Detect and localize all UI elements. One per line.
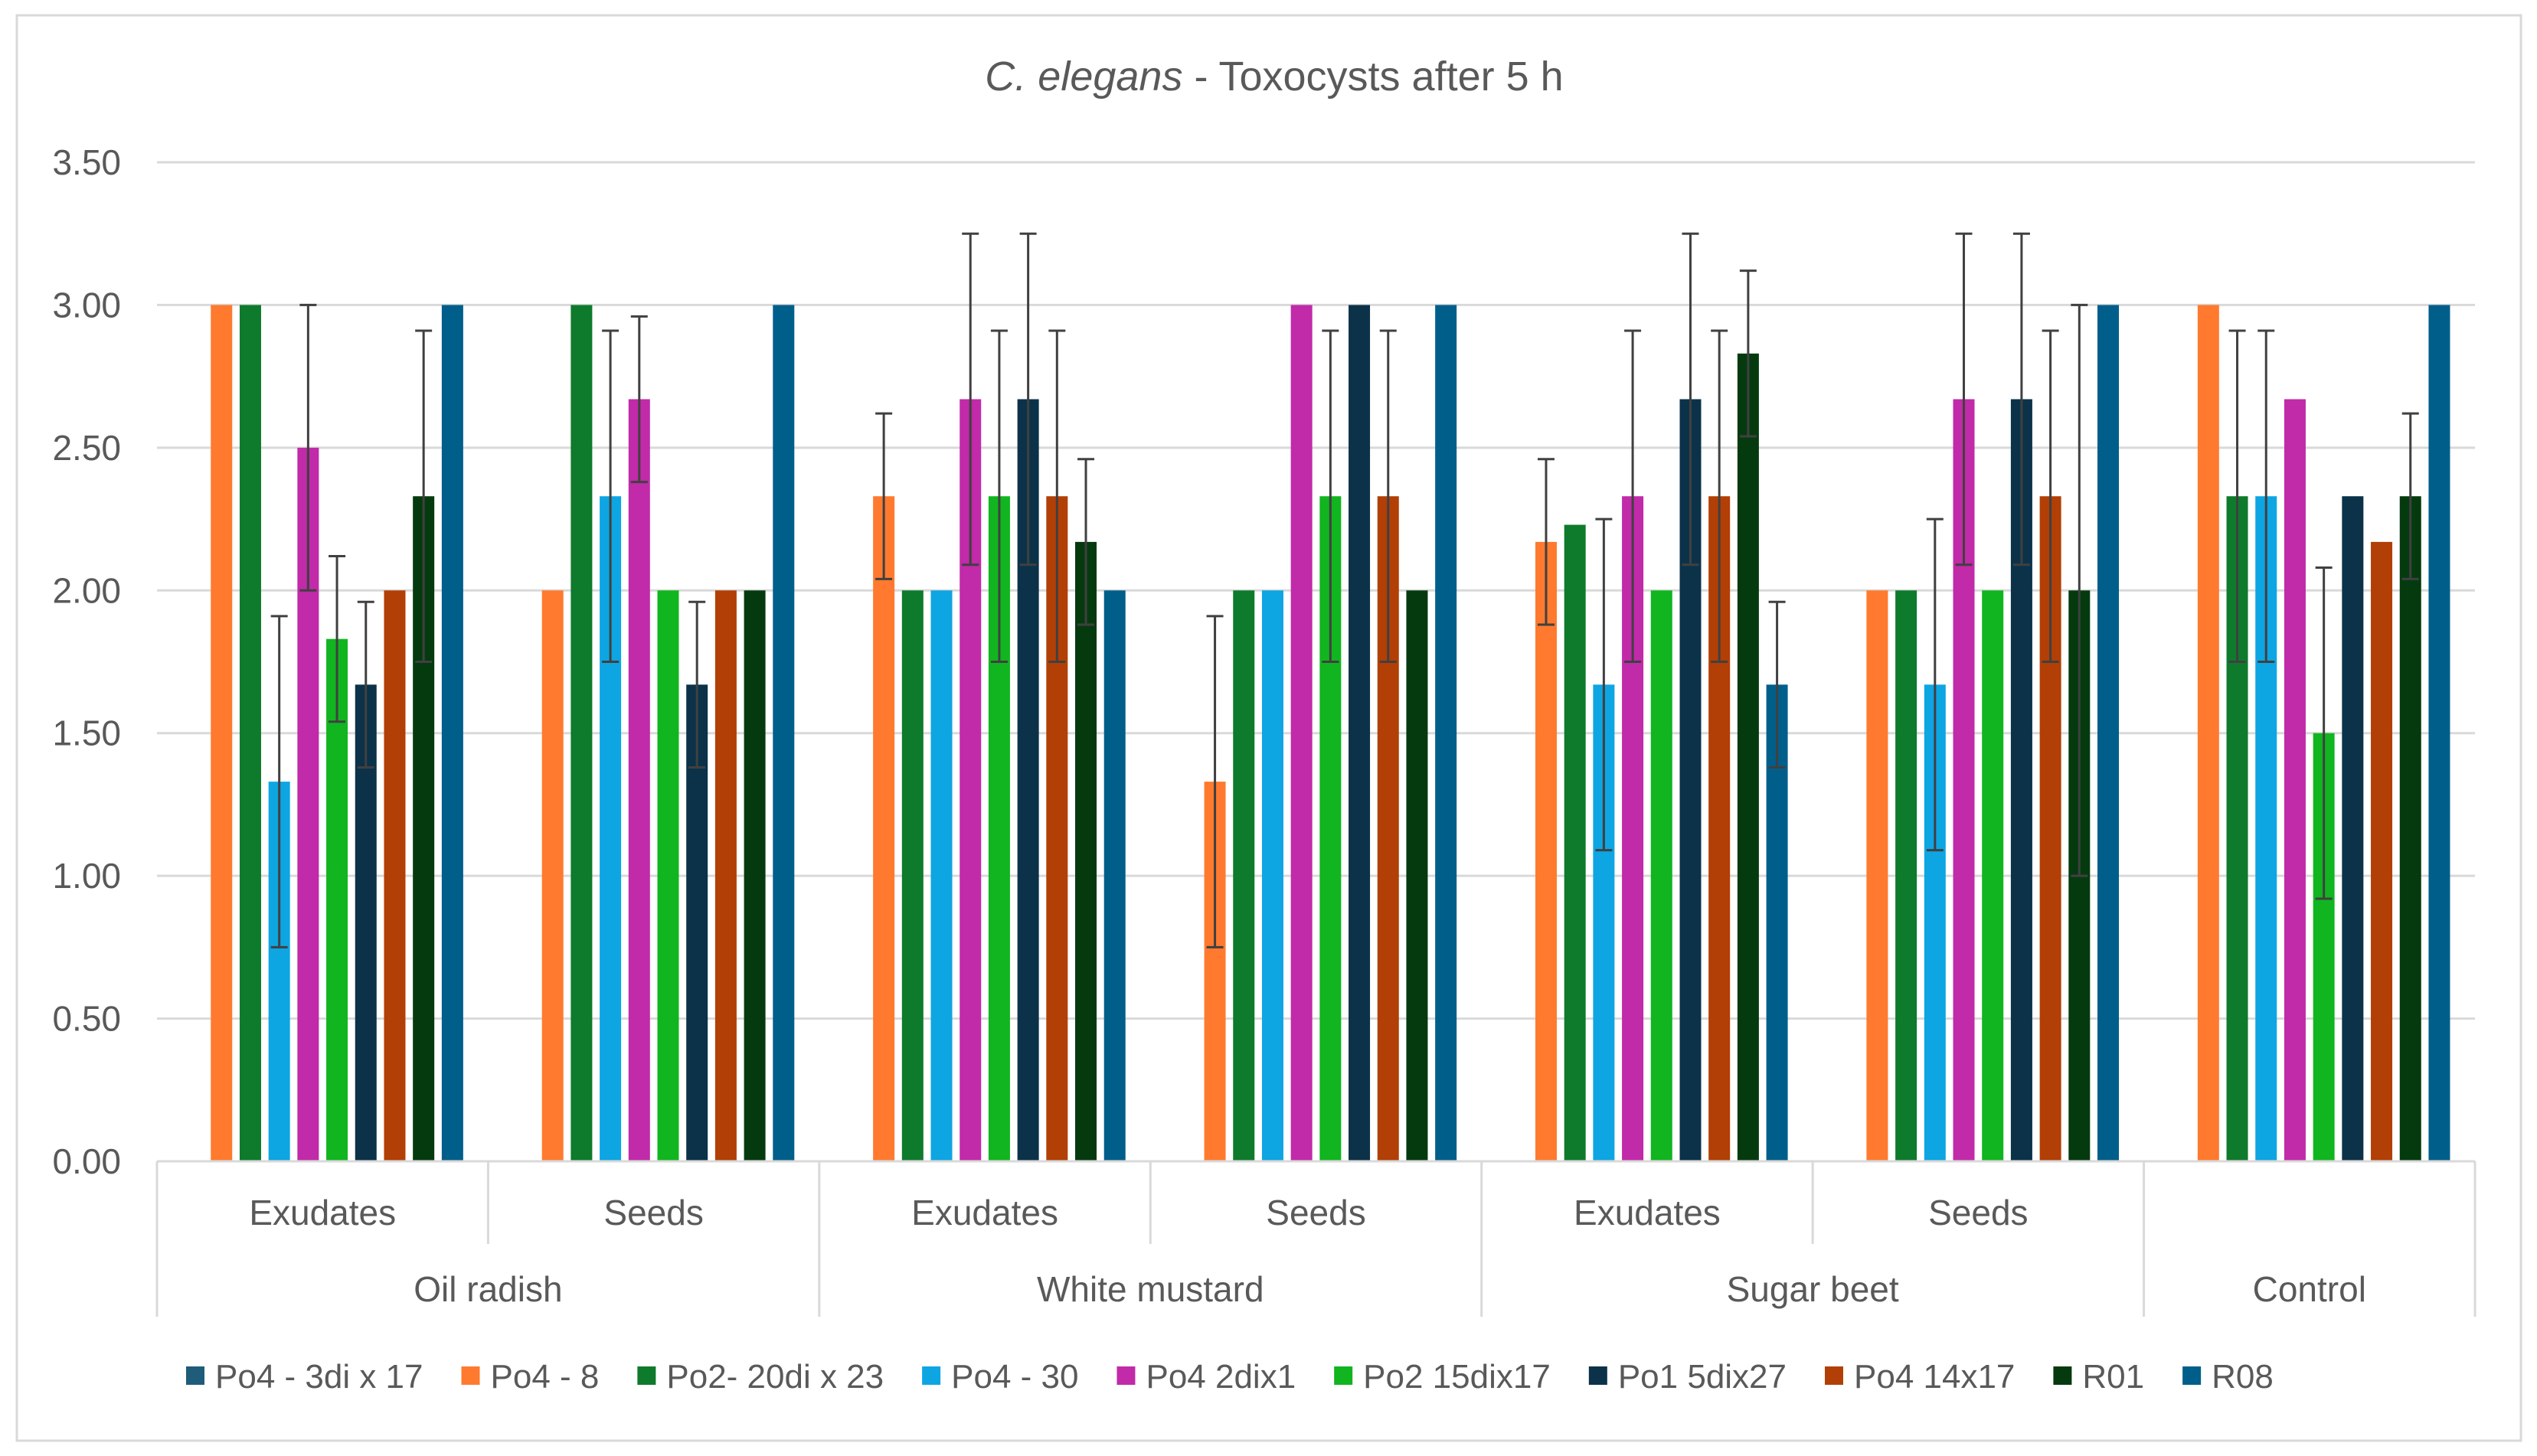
bar bbox=[1535, 541, 1557, 1161]
group-label: Control bbox=[2253, 1269, 2366, 1309]
legend-entry-label: Po2 15dix17 bbox=[1363, 1358, 1551, 1396]
legend-swatch bbox=[1588, 1366, 1607, 1385]
legend-entry-label: R01 bbox=[2082, 1358, 2144, 1396]
legend-swatch bbox=[922, 1366, 941, 1385]
bar bbox=[744, 590, 766, 1161]
legend-swatch bbox=[637, 1366, 656, 1385]
bar bbox=[2284, 399, 2306, 1161]
legend-entry-label: Po4 - 30 bbox=[951, 1358, 1078, 1396]
chart-title: C. elegans - Toxocysts after 5 h bbox=[985, 54, 1563, 100]
legend-swatch bbox=[186, 1366, 204, 1385]
bar bbox=[773, 305, 795, 1161]
legend-swatch bbox=[2182, 1366, 2202, 1385]
group-label: White mustard bbox=[1037, 1269, 1264, 1309]
bar bbox=[714, 590, 737, 1161]
category-axis: Exudates Seeds Exudates Seeds Exudates Seeds O… bbox=[155, 1160, 2477, 1317]
bar bbox=[1261, 590, 1283, 1161]
y-tick-label: 3.50 bbox=[52, 142, 121, 182]
y-tick-label: 0.50 bbox=[52, 999, 121, 1039]
bar bbox=[1233, 590, 1255, 1161]
y-tick-label: 0.00 bbox=[52, 1141, 121, 1181]
bar bbox=[541, 590, 564, 1161]
bar bbox=[2428, 305, 2450, 1161]
bar bbox=[1737, 353, 1759, 1161]
y-tick-label: 2.50 bbox=[52, 428, 121, 468]
bar bbox=[1103, 590, 1126, 1161]
legend-entry-label: R08 bbox=[2212, 1358, 2274, 1396]
bar bbox=[1075, 541, 1097, 1161]
legend-swatch bbox=[1116, 1366, 1136, 1385]
bar bbox=[326, 638, 348, 1161]
bar bbox=[2342, 496, 2364, 1161]
bar bbox=[2197, 305, 2219, 1161]
bar bbox=[441, 305, 463, 1161]
legend-swatch bbox=[2053, 1366, 2072, 1385]
bar bbox=[628, 399, 650, 1161]
bar bbox=[1650, 590, 1672, 1161]
legend-swatch bbox=[461, 1366, 480, 1385]
bar bbox=[657, 590, 679, 1161]
group-label: Sugar beet bbox=[1727, 1269, 1899, 1309]
y-tick-label: 1.50 bbox=[52, 713, 121, 753]
error-bars bbox=[270, 232, 2419, 948]
legend-entry-label: Po4 - 3di x 17 bbox=[215, 1358, 423, 1396]
legend-entry-label: Po1 5dix27 bbox=[1618, 1358, 1787, 1396]
legend-swatch bbox=[1334, 1366, 1353, 1385]
bar bbox=[1435, 305, 1457, 1161]
bar bbox=[1290, 305, 1313, 1161]
bars bbox=[211, 305, 2450, 1161]
legend-entry-label: Po4 - 8 bbox=[491, 1358, 600, 1396]
y-tick-label: 3.00 bbox=[52, 285, 121, 325]
bar bbox=[1866, 590, 1888, 1161]
legend-swatch bbox=[1825, 1366, 1843, 1385]
bar bbox=[1982, 590, 2004, 1161]
bar bbox=[2371, 541, 2393, 1161]
group-label: Oil radish bbox=[414, 1269, 562, 1309]
bar bbox=[2399, 496, 2421, 1161]
bar bbox=[1406, 590, 1428, 1161]
legend-entry-label: Po4 2dix1 bbox=[1146, 1358, 1296, 1396]
subcategory-label: Exudates bbox=[249, 1193, 396, 1232]
bar bbox=[873, 496, 895, 1161]
bar bbox=[239, 305, 261, 1161]
subcategory-label: Seeds bbox=[1928, 1193, 2028, 1232]
bar bbox=[930, 590, 953, 1161]
chart-title-rest: - Toxocysts after 5 h bbox=[1182, 54, 1563, 100]
y-tick-label: 2.00 bbox=[52, 570, 121, 610]
bar bbox=[570, 305, 593, 1161]
chart-title-italic: C. elegans bbox=[985, 54, 1182, 100]
y-tick-label: 1.00 bbox=[52, 856, 121, 896]
bar bbox=[2097, 305, 2120, 1161]
legend-entry-label: Po4 14x17 bbox=[1854, 1358, 2015, 1396]
subcategory-label: Exudates bbox=[1574, 1193, 1721, 1232]
subcategory-label: Seeds bbox=[603, 1193, 703, 1232]
subcategory-label: Exudates bbox=[911, 1193, 1058, 1232]
legend: Po4 - 3di x 17 Po4 - 8 Po2- 20di x 23 Po4 -… bbox=[186, 1358, 2274, 1396]
subcategory-label: Seeds bbox=[1266, 1193, 1365, 1232]
y-axis-tick-labels: 0.00 0.50 1.00 1.50 2.00 2.50 3.00 3.50 bbox=[52, 142, 121, 1181]
bar bbox=[1564, 524, 1586, 1161]
bar bbox=[211, 305, 233, 1161]
bar bbox=[384, 590, 406, 1161]
bar bbox=[1895, 590, 1917, 1161]
bar bbox=[901, 590, 924, 1161]
bar bbox=[1349, 305, 1371, 1161]
legend-entry-label: Po2- 20di x 23 bbox=[666, 1358, 884, 1396]
